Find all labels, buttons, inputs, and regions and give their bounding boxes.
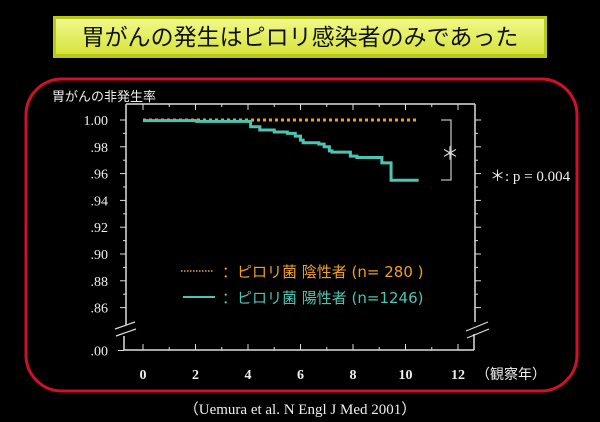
y-tick-label: 1.00 (84, 114, 109, 129)
x-tick-label: 12 (451, 368, 465, 383)
x-tick-label: 2 (192, 368, 199, 383)
y-tick-label: .00 (91, 345, 109, 360)
series-group (143, 118, 419, 182)
y-tick-label: .86 (91, 302, 109, 317)
axis-break-left (114, 321, 137, 337)
x-tick-label: 4 (245, 368, 252, 383)
citation: （Uemura et al. N Engl J Med 2001） (184, 401, 416, 418)
slide-title: 胃がんの発生はピロリ感染者のみであった (82, 25, 519, 51)
p-value-annotation: ＊: p = 0.004 (490, 169, 571, 185)
frame (24, 77, 579, 393)
y-tick-label: .96 (91, 168, 109, 183)
x-tick-label: 6 (297, 368, 304, 383)
y-tick-label: .90 (91, 248, 109, 263)
y-tick-label: .92 (91, 221, 109, 236)
bracket-asterisk: ＊ (441, 144, 459, 165)
axis-break-right (465, 321, 490, 339)
y-tick-label: .98 (91, 141, 109, 156)
legend: ：ピロリ菌 陰性者 (n= 280 ) ：ピロリ菌 陽性者 (n=1246) (181, 263, 424, 307)
x-axis-label: （観察年） (476, 366, 546, 383)
x-tick-label: 0 (140, 368, 147, 383)
x-tick-label: 8 (350, 368, 357, 383)
series-line-positive (143, 119, 419, 182)
axes: 0 2 4 6 8 10 12 1.00 .98 .96 .94 .92 .90 .88 .86 .00 (84, 103, 490, 383)
x-tick-label: 10 (399, 368, 413, 383)
title-box: 胃がんの発生はピロリ感染者のみであった (53, 16, 547, 58)
legend-label-negative: ：ピロリ菌 陰性者 (n= 280 ) (222, 263, 423, 281)
legend-label-positive: ：ピロリ菌 陽性者 (n=1246) (222, 289, 424, 307)
y-tick-label: .88 (91, 275, 109, 290)
y-axis-label: 胃がんの非発生率 (52, 89, 156, 105)
significance-bracket: ＊ (441, 119, 459, 181)
y-tick-label: .94 (91, 194, 109, 209)
